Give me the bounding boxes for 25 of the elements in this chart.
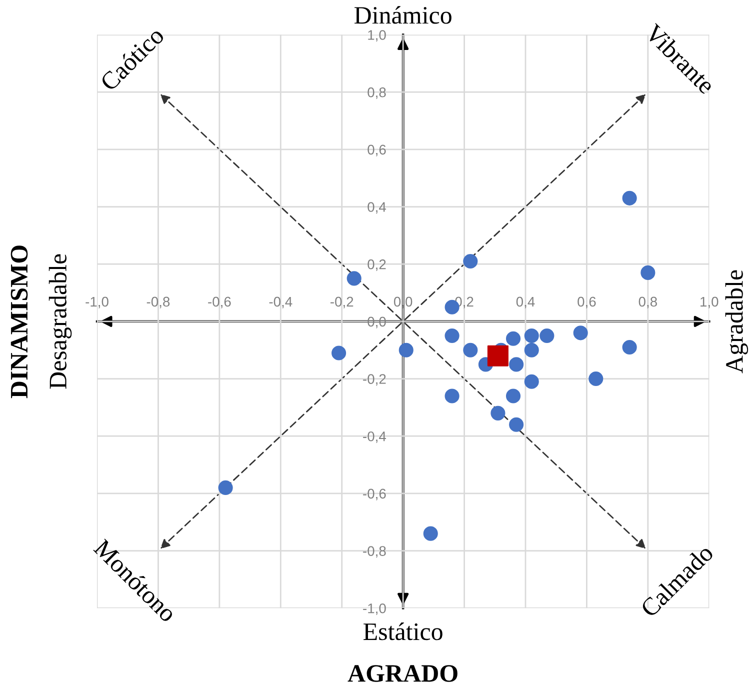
y-tick-label: 0,4 <box>368 202 386 214</box>
y-tick-label: 0,8 <box>368 87 386 99</box>
x-tick-label: 0,6 <box>578 296 596 308</box>
text: Dinámico <box>354 6 452 24</box>
y-tick-label: 1,0 <box>368 30 386 42</box>
x-axis-title: AGRADO <box>348 665 458 682</box>
x-tick-label: -0,4 <box>269 296 292 308</box>
x-tick-label: -0,2 <box>330 296 354 308</box>
x-tick-label: 1,0 <box>700 296 718 308</box>
text: Desagradable <box>48 254 72 389</box>
x-tick-label: -0,8 <box>146 296 170 308</box>
y-tick-label: -0,4 <box>363 431 386 443</box>
y-axis-title: DINAMISMO <box>10 246 28 398</box>
text: Estático <box>364 622 442 640</box>
y-tick-label: 0,2 <box>368 259 386 271</box>
y-tick-label: -0,2 <box>363 374 386 386</box>
y-tick-label: -1,0 <box>363 603 386 615</box>
text: Agradable <box>725 270 748 374</box>
x-tick-label: 0,4 <box>516 296 535 308</box>
y-tick-label: -0,8 <box>363 546 386 558</box>
x-tick-label: 0,8 <box>638 296 657 308</box>
x-tick-label: -1,0 <box>86 296 108 308</box>
x-tick-label: -0,6 <box>208 296 231 308</box>
y-tick-label: 0,6 <box>368 144 386 156</box>
y-tick-label: -0,6 <box>363 488 386 500</box>
